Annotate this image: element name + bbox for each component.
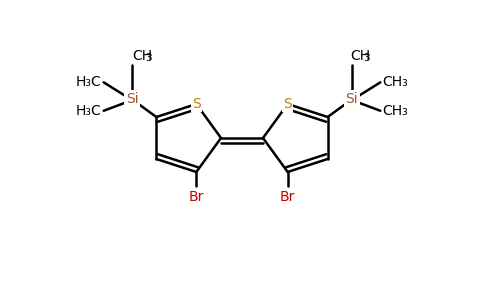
Text: H₃C: H₃C	[76, 104, 102, 118]
Text: 3: 3	[145, 53, 151, 63]
Text: S: S	[283, 97, 292, 111]
Text: Si: Si	[346, 92, 358, 106]
Text: CH₃: CH₃	[382, 104, 408, 118]
Text: CH: CH	[132, 50, 152, 63]
Text: H₃C: H₃C	[76, 75, 102, 89]
Text: 3: 3	[363, 53, 369, 63]
Text: S: S	[192, 97, 201, 111]
Text: Br: Br	[189, 190, 204, 204]
Text: CH₃: CH₃	[382, 75, 408, 89]
Text: Br: Br	[280, 190, 295, 204]
Text: Si: Si	[126, 92, 138, 106]
Text: CH: CH	[350, 50, 370, 63]
